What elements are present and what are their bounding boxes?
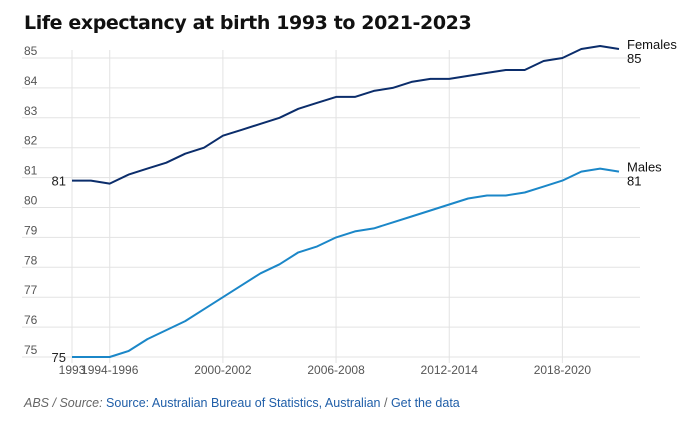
y-tick-label: 84 — [24, 74, 38, 88]
series-line-females — [72, 45, 620, 185]
x-tick-label: 2012-2014 — [421, 363, 479, 377]
footer-separator: / — [383, 396, 388, 410]
y-tick-label: 81 — [24, 164, 38, 178]
source-link[interactable]: Source: Australian Bureau of Statistics,… — [106, 396, 381, 410]
footer-abs: ABS — [24, 396, 50, 410]
grid — [22, 50, 640, 363]
y-tick-label: 82 — [24, 134, 38, 148]
series-start-label: 75 — [52, 350, 66, 365]
x-tick-label: 2018-2020 — [534, 363, 592, 377]
y-tick-label: 79 — [24, 223, 38, 237]
series-start-label: 81 — [52, 174, 66, 189]
chart-title: Life expectancy at birth 1993 to 2021-20… — [24, 12, 472, 34]
series-name-label: Females — [627, 37, 677, 52]
series-line-males — [72, 167, 620, 358]
footer-source-label: Source: — [59, 396, 103, 410]
y-tick-label: 78 — [24, 253, 38, 267]
y-tick-label: 76 — [24, 313, 38, 327]
series — [72, 45, 620, 358]
x-tick-label: 1993 — [59, 363, 86, 377]
y-tick-label: 77 — [24, 283, 38, 297]
y-tick-label: 85 — [24, 44, 38, 58]
footer-separator: / — [52, 396, 56, 410]
x-tick-label: 1994-1996 — [81, 363, 139, 377]
chart-footer: ABS / Source: Source: Australian Bureau … — [24, 396, 460, 410]
x-tick-label: 2000-2002 — [194, 363, 252, 377]
series-end-label: 85 — [627, 51, 641, 66]
series-name-label: Males — [627, 160, 662, 175]
get-data-link[interactable]: Get the data — [390, 396, 460, 410]
y-tick-label: 75 — [24, 343, 38, 357]
x-tick-label: 2006-2008 — [307, 363, 365, 377]
y-tick-label: 83 — [24, 104, 38, 118]
series-end-label: 81 — [627, 174, 641, 189]
y-tick-label: 80 — [24, 194, 38, 208]
